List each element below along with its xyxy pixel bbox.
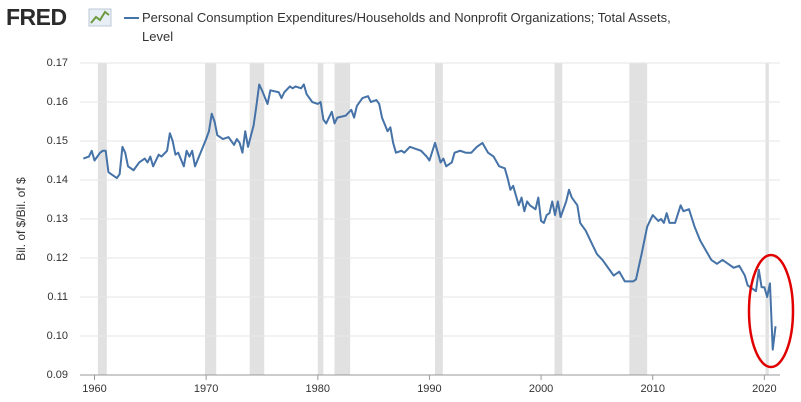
x-tick-label: 1990 xyxy=(417,383,441,395)
y-tick-label: 0.14 xyxy=(47,174,68,186)
y-tick-label: 0.16 xyxy=(47,96,68,108)
y-tick-label: 0.10 xyxy=(47,330,68,342)
y-tick-label: 0.17 xyxy=(47,57,68,69)
x-tick-label: 1970 xyxy=(194,383,218,395)
logo-icon xyxy=(88,8,112,27)
x-tick-label: 2010 xyxy=(640,383,664,395)
data-line xyxy=(83,83,777,351)
x-tick-label: 1960 xyxy=(82,383,106,395)
legend-label: Personal Consumption Expenditures/Househ… xyxy=(142,10,671,44)
y-tick-label: 0.12 xyxy=(47,252,68,264)
plot: 0.09 0.10 0.11 0.12 0.13 0.14 0.15 0.16 0.17 1960… xyxy=(47,57,780,395)
x-tick-label: 1980 xyxy=(306,383,330,395)
annotation-circle xyxy=(747,253,795,369)
logo: FRED xyxy=(6,4,67,30)
y-tick-label: 0.09 xyxy=(47,369,68,381)
x-tick-label: 2000 xyxy=(529,383,553,395)
x-tick-label: 2020 xyxy=(752,383,776,395)
y-tick-label: 0.11 xyxy=(47,291,68,303)
y-tick-label: 0.13 xyxy=(47,213,68,225)
y-tick-label: 0.15 xyxy=(47,135,68,147)
y-axis-label: Bil. of $/Bil. of $ xyxy=(14,177,28,261)
